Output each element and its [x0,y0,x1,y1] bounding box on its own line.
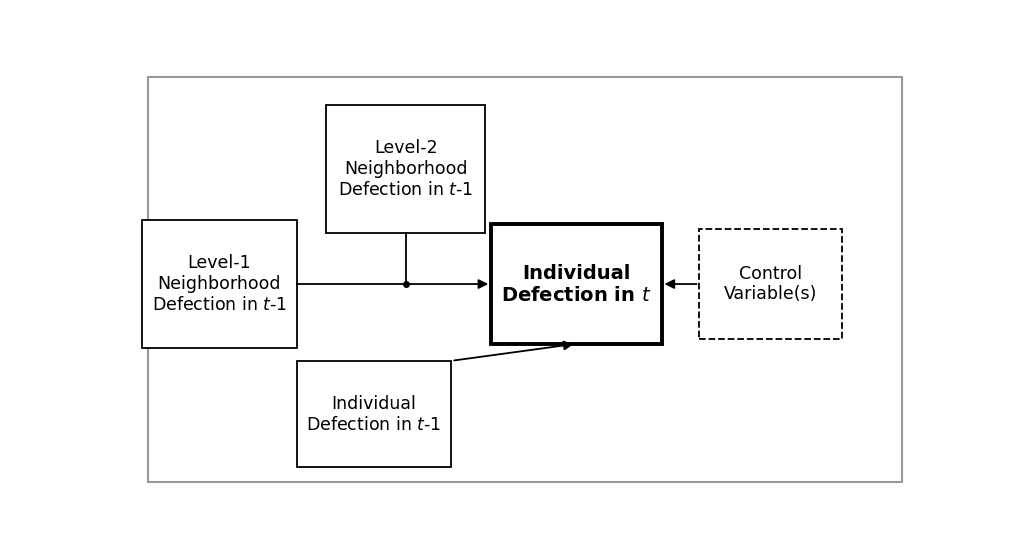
Bar [142,220,297,348]
Bar [327,105,485,233]
Bar [699,229,843,340]
Text: Control
Variable(s): Control Variable(s) [724,265,817,304]
Bar [297,361,452,468]
Bar [492,224,662,343]
Text: Individual
Defection in $t$: Individual Defection in $t$ [501,264,651,305]
Text: Level-2
Neighborhood
Defection in $t$-1: Level-2 Neighborhood Defection in $t$-1 [338,139,473,199]
Text: Level-1
Neighborhood
Defection in $t$-1: Level-1 Neighborhood Defection in $t$-1 [152,254,287,314]
Text: Individual
Defection in $t$-1: Individual Defection in $t$-1 [306,395,441,434]
